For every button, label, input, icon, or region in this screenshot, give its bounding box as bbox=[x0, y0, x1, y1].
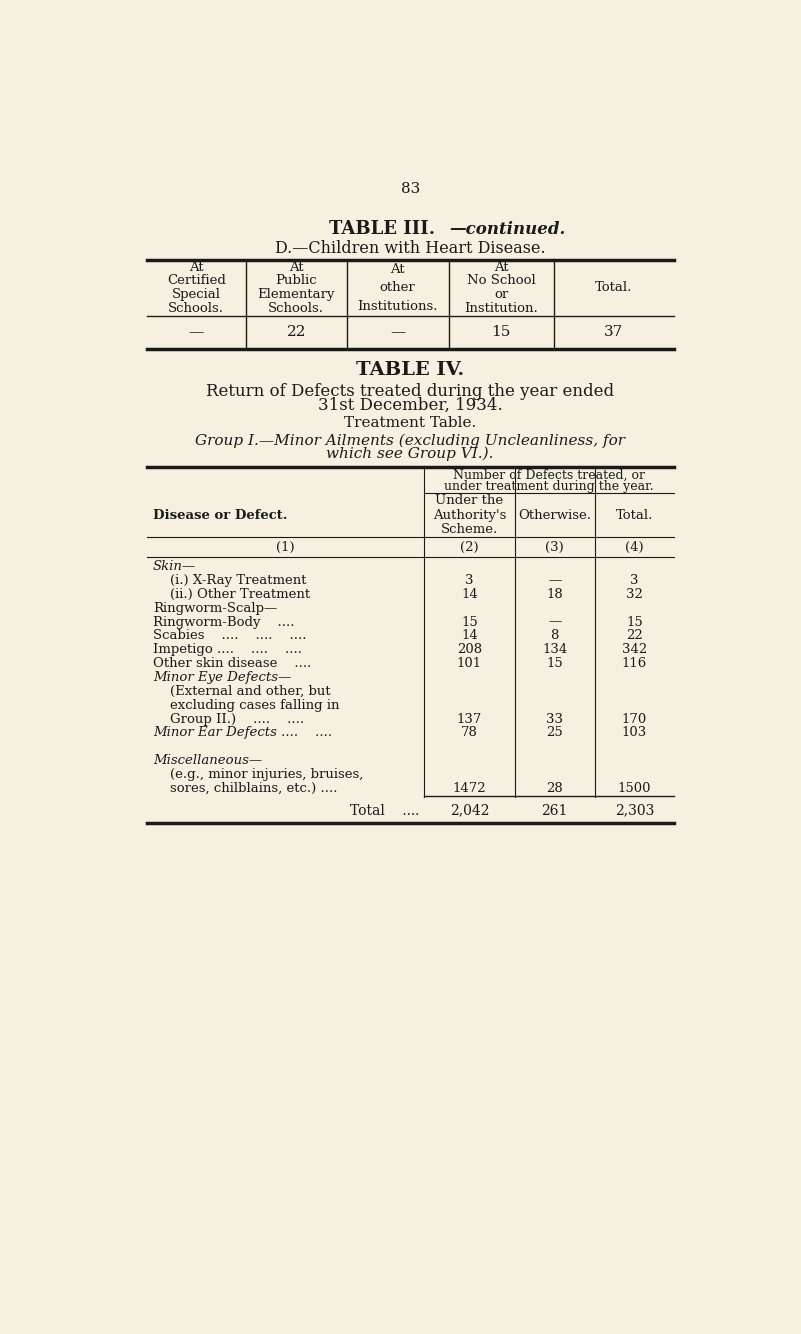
Text: 103: 103 bbox=[622, 727, 647, 739]
Text: 33: 33 bbox=[546, 712, 563, 726]
Text: Schools.: Schools. bbox=[268, 303, 324, 315]
Text: —: — bbox=[390, 325, 405, 339]
Text: other: other bbox=[380, 281, 416, 295]
Text: (3): (3) bbox=[545, 540, 564, 554]
Text: 78: 78 bbox=[461, 727, 478, 739]
Text: Number of Defects treated, or: Number of Defects treated, or bbox=[453, 470, 646, 482]
Text: 15: 15 bbox=[626, 615, 643, 628]
Text: Institution.: Institution. bbox=[465, 303, 538, 315]
Text: —continued.: —continued. bbox=[449, 221, 566, 237]
Text: 14: 14 bbox=[461, 630, 477, 643]
Text: 15: 15 bbox=[461, 615, 477, 628]
Text: At: At bbox=[289, 260, 304, 273]
Text: Otherwise.: Otherwise. bbox=[518, 508, 591, 522]
Text: under treatment during the year.: under treatment during the year. bbox=[445, 480, 654, 492]
Text: 101: 101 bbox=[457, 658, 482, 670]
Text: Ringworm-Scalp—: Ringworm-Scalp— bbox=[153, 602, 277, 615]
Text: 18: 18 bbox=[546, 588, 563, 600]
Text: Authority's: Authority's bbox=[433, 508, 506, 522]
Text: Scheme.: Scheme. bbox=[441, 523, 498, 536]
Text: 134: 134 bbox=[542, 643, 567, 656]
Text: 1472: 1472 bbox=[453, 782, 486, 795]
Text: 25: 25 bbox=[546, 727, 563, 739]
Text: At: At bbox=[189, 260, 203, 273]
Text: 22: 22 bbox=[626, 630, 643, 643]
Text: (ii.) Other Treatment: (ii.) Other Treatment bbox=[153, 588, 310, 600]
Text: D.—Children with Heart Disease.: D.—Children with Heart Disease. bbox=[275, 240, 545, 257]
Text: —: — bbox=[188, 325, 203, 339]
Text: 15: 15 bbox=[546, 658, 563, 670]
Text: Disease or Defect.: Disease or Defect. bbox=[153, 508, 288, 522]
Text: or: or bbox=[494, 288, 509, 301]
Text: 208: 208 bbox=[457, 643, 482, 656]
Text: 2,303: 2,303 bbox=[615, 803, 654, 818]
Text: excluding cases falling in: excluding cases falling in bbox=[153, 699, 340, 712]
Text: TABLE III.: TABLE III. bbox=[328, 220, 435, 239]
Text: Total.: Total. bbox=[616, 508, 653, 522]
Text: 116: 116 bbox=[622, 658, 647, 670]
Text: (i.) X-Ray Treatment: (i.) X-Ray Treatment bbox=[153, 574, 306, 587]
Text: sores, chilblains, etc.) ....: sores, chilblains, etc.) .... bbox=[153, 782, 337, 795]
Text: 1500: 1500 bbox=[618, 782, 651, 795]
Text: Other skin disease    ....: Other skin disease .... bbox=[153, 658, 312, 670]
Text: Minor Ear Defects ....    ....: Minor Ear Defects .... .... bbox=[153, 727, 332, 739]
Text: 261: 261 bbox=[541, 803, 568, 818]
Text: Public: Public bbox=[276, 275, 317, 287]
Text: At: At bbox=[390, 263, 405, 276]
Text: 170: 170 bbox=[622, 712, 647, 726]
Text: (1): (1) bbox=[276, 540, 295, 554]
Text: 31st December, 1934.: 31st December, 1934. bbox=[318, 396, 502, 414]
Text: 3: 3 bbox=[630, 574, 638, 587]
Text: —: — bbox=[548, 574, 562, 587]
Text: (External and other, but: (External and other, but bbox=[153, 684, 331, 698]
Text: Under the: Under the bbox=[436, 494, 504, 507]
Text: 37: 37 bbox=[604, 325, 623, 339]
Text: 14: 14 bbox=[461, 588, 477, 600]
Text: Skin—: Skin— bbox=[153, 560, 196, 574]
Text: (2): (2) bbox=[460, 540, 479, 554]
Text: Ringworm-Body    ....: Ringworm-Body .... bbox=[153, 615, 294, 628]
Text: Special: Special bbox=[171, 288, 221, 301]
Text: 32: 32 bbox=[626, 588, 643, 600]
Text: 3: 3 bbox=[465, 574, 473, 587]
Text: Minor Eye Defects—: Minor Eye Defects— bbox=[153, 671, 291, 684]
Text: 22: 22 bbox=[287, 325, 306, 339]
Text: which see Group VI.).: which see Group VI.). bbox=[326, 447, 494, 462]
Text: Miscellaneous—: Miscellaneous— bbox=[153, 754, 262, 767]
Text: Elementary: Elementary bbox=[257, 288, 335, 301]
Text: Return of Defects treated during the year ended: Return of Defects treated during the yea… bbox=[206, 383, 614, 400]
Text: Impetigo ....    ....    ....: Impetigo .... .... .... bbox=[153, 643, 302, 656]
Text: Scabies    ....    ....    ....: Scabies .... .... .... bbox=[153, 630, 306, 643]
Text: At: At bbox=[494, 260, 509, 273]
Text: Treatment Table.: Treatment Table. bbox=[344, 416, 477, 431]
Text: Schools.: Schools. bbox=[168, 303, 224, 315]
Text: Institutions.: Institutions. bbox=[357, 300, 438, 313]
Text: 342: 342 bbox=[622, 643, 647, 656]
Text: —: — bbox=[548, 615, 562, 628]
Text: 137: 137 bbox=[457, 712, 482, 726]
Text: Total.: Total. bbox=[595, 281, 633, 295]
Text: TABLE IV.: TABLE IV. bbox=[356, 360, 465, 379]
Text: Total    ....: Total .... bbox=[350, 803, 420, 818]
Text: Group I.—Minor Ailments (excluding Uncleanliness, for: Group I.—Minor Ailments (excluding Uncle… bbox=[195, 434, 625, 448]
Text: 15: 15 bbox=[492, 325, 511, 339]
Text: (4): (4) bbox=[625, 540, 644, 554]
Text: 83: 83 bbox=[400, 183, 420, 196]
Text: Certified: Certified bbox=[167, 275, 226, 287]
Text: 2,042: 2,042 bbox=[449, 803, 489, 818]
Text: (e.g., minor injuries, bruises,: (e.g., minor injuries, bruises, bbox=[153, 768, 363, 780]
Text: 28: 28 bbox=[546, 782, 563, 795]
Text: No School: No School bbox=[467, 275, 536, 287]
Text: 8: 8 bbox=[550, 630, 559, 643]
Text: Group II.)    ....    ....: Group II.) .... .... bbox=[153, 712, 304, 726]
